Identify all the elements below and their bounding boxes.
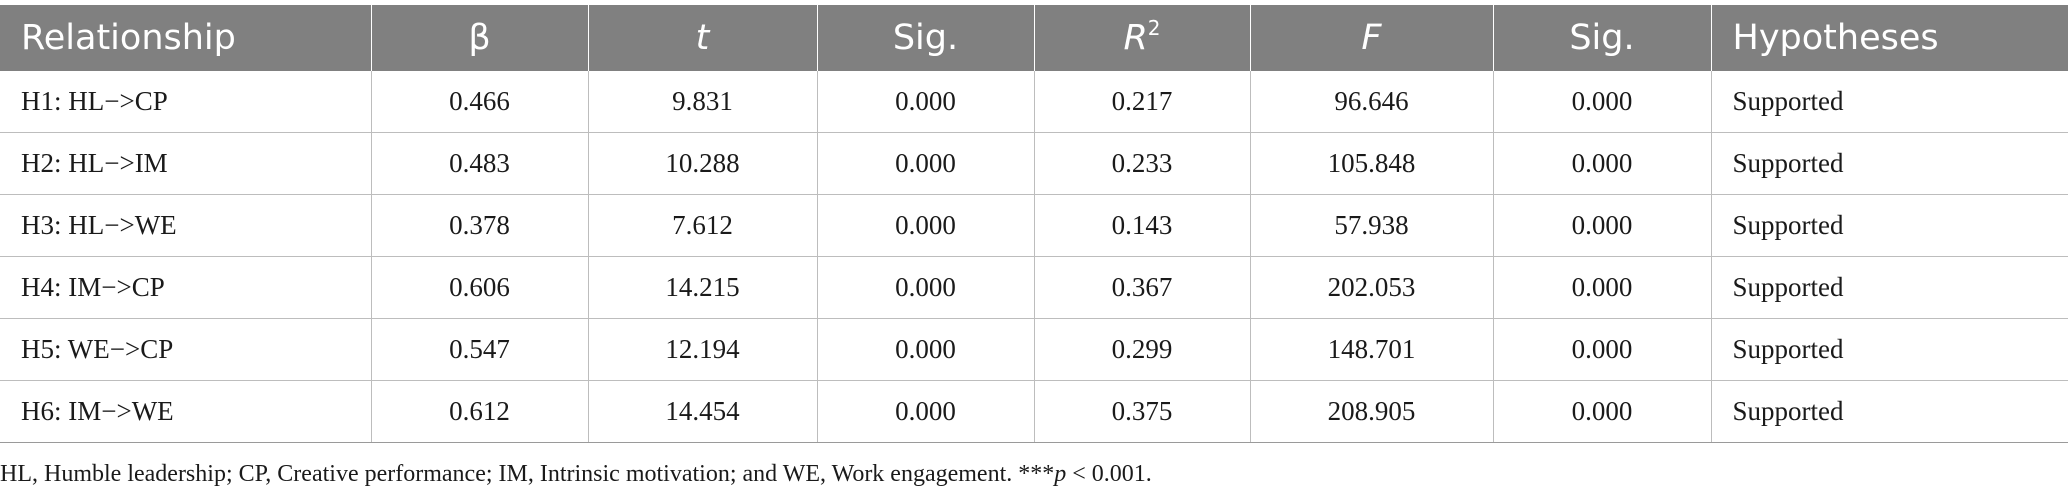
- cell-sig-1: 0.000: [817, 318, 1035, 381]
- cell-beta: 0.378: [371, 194, 589, 257]
- cell-f: 202.053: [1250, 256, 1494, 319]
- cell-sig-1: 0.000: [817, 194, 1035, 257]
- cell-sig-2: 0.000: [1493, 71, 1712, 133]
- cell-sig-2: 0.000: [1493, 380, 1712, 443]
- cell-f: 208.905: [1250, 380, 1494, 443]
- cell-r-squared: 0.143: [1034, 194, 1251, 257]
- cell-t: 10.288: [588, 132, 818, 195]
- cell-beta: 0.483: [371, 132, 589, 195]
- header-hypotheses: Hypotheses: [1711, 5, 2068, 71]
- cell-t: 14.215: [588, 256, 818, 319]
- cell-relationship: H6: IM−>WE: [0, 380, 372, 443]
- header-sig-1: Sig.: [817, 5, 1035, 71]
- cell-t: 12.194: [588, 318, 818, 381]
- cell-sig-2: 0.000: [1493, 194, 1712, 257]
- cell-hypotheses: Supported: [1711, 194, 2068, 257]
- header-sig-2: Sig.: [1493, 5, 1712, 71]
- cell-f: 105.848: [1250, 132, 1494, 195]
- table-row: H2: HL−>IM 0.483 10.288 0.000 0.233 105.…: [0, 132, 2068, 195]
- hypothesis-results-table: Relationship β t Sig. R2 F Sig. Hypothes…: [0, 5, 2068, 443]
- cell-t: 7.612: [588, 194, 818, 257]
- table-row: H6: IM−>WE 0.612 14.454 0.000 0.375 208.…: [0, 380, 2068, 443]
- table-footnote: HL, Humble leadership; CP, Creative perf…: [0, 461, 1152, 488]
- table-row: H3: HL−>WE 0.378 7.612 0.000 0.143 57.93…: [0, 194, 2068, 257]
- cell-sig-2: 0.000: [1493, 256, 1712, 319]
- table-row: H5: WE−>CP 0.547 12.194 0.000 0.299 148.…: [0, 318, 2068, 381]
- cell-relationship: H5: WE−>CP: [0, 318, 372, 381]
- cell-hypotheses: Supported: [1711, 256, 2068, 319]
- header-row: Relationship β t Sig. R2 F Sig. Hypothes…: [0, 5, 2068, 71]
- cell-r-squared: 0.217: [1034, 71, 1251, 133]
- cell-relationship: H2: HL−>IM: [0, 132, 372, 195]
- header-beta: β: [371, 5, 589, 71]
- cell-sig-1: 0.000: [817, 71, 1035, 133]
- cell-t: 14.454: [588, 380, 818, 443]
- header-t: t: [588, 5, 818, 71]
- cell-beta: 0.612: [371, 380, 589, 443]
- cell-sig-2: 0.000: [1493, 318, 1712, 381]
- footnote-threshold: < 0.001.: [1066, 461, 1152, 487]
- header-r-superscript: 2: [1147, 16, 1161, 40]
- cell-beta: 0.466: [371, 71, 589, 133]
- cell-beta: 0.547: [371, 318, 589, 381]
- cell-sig-1: 0.000: [817, 256, 1035, 319]
- cell-hypotheses: Supported: [1711, 318, 2068, 381]
- cell-f: 148.701: [1250, 318, 1494, 381]
- cell-r-squared: 0.367: [1034, 256, 1251, 319]
- cell-sig-1: 0.000: [817, 380, 1035, 443]
- header-r-label: R: [1123, 18, 1148, 58]
- cell-relationship: H3: HL−>WE: [0, 194, 372, 257]
- footnote-p-symbol: p: [1054, 461, 1067, 487]
- cell-r-squared: 0.375: [1034, 380, 1251, 443]
- cell-beta: 0.606: [371, 256, 589, 319]
- cell-f: 96.646: [1250, 71, 1494, 133]
- cell-r-squared: 0.299: [1034, 318, 1251, 381]
- table-header: Relationship β t Sig. R2 F Sig. Hypothes…: [0, 5, 2068, 71]
- cell-r-squared: 0.233: [1034, 132, 1251, 195]
- cell-relationship: H1: HL−>CP: [0, 71, 372, 133]
- cell-sig-1: 0.000: [817, 132, 1035, 195]
- header-f-label: F: [1361, 18, 1382, 58]
- header-r-squared: R2: [1034, 5, 1251, 71]
- table-row: H1: HL−>CP 0.466 9.831 0.000 0.217 96.64…: [0, 71, 2068, 133]
- cell-t: 9.831: [588, 71, 818, 133]
- cell-f: 57.938: [1250, 194, 1494, 257]
- table-body: H1: HL−>CP 0.466 9.831 0.000 0.217 96.64…: [0, 71, 2068, 443]
- results-table-container: Relationship β t Sig. R2 F Sig. Hypothes…: [0, 5, 2068, 443]
- cell-hypotheses: Supported: [1711, 380, 2068, 443]
- cell-relationship: H4: IM−>CP: [0, 256, 372, 319]
- cell-hypotheses: Supported: [1711, 132, 2068, 195]
- table-row: H4: IM−>CP 0.606 14.215 0.000 0.367 202.…: [0, 256, 2068, 319]
- cell-sig-2: 0.000: [1493, 132, 1712, 195]
- header-relationship: Relationship: [0, 5, 372, 71]
- header-t-label: t: [695, 18, 710, 58]
- header-f: F: [1250, 5, 1494, 71]
- footnote-text: HL, Humble leadership; CP, Creative perf…: [0, 461, 1055, 487]
- cell-hypotheses: Supported: [1711, 71, 2068, 133]
